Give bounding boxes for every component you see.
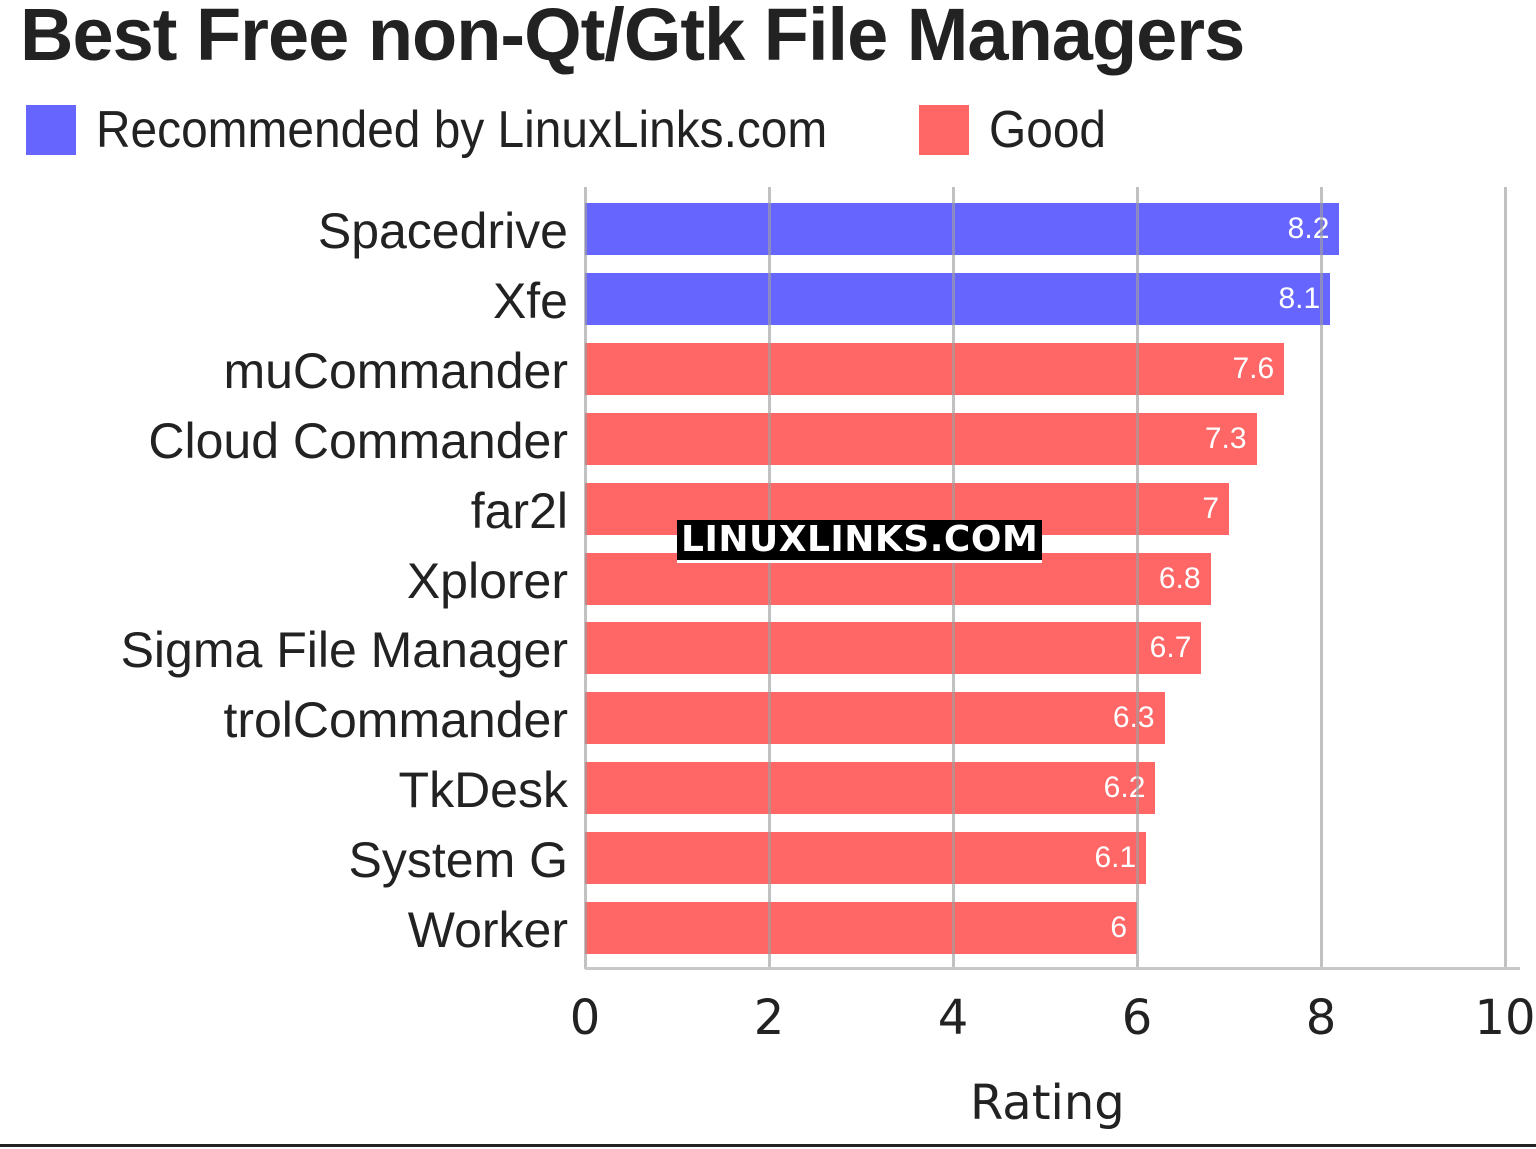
bar-value-label: 8.2 — [1287, 212, 1330, 245]
legend-label-good: Good — [988, 101, 1106, 159]
y-axis-category-label: TkDesk — [398, 762, 568, 819]
y-axis-category-label: muCommander — [223, 342, 568, 399]
x-tick-label: 0 — [569, 990, 601, 1046]
x-tick-label: 10 — [1474, 990, 1536, 1046]
gridline — [1320, 187, 1323, 969]
bar: 6.1 — [585, 832, 1147, 885]
y-axis-category-label: far2l — [470, 482, 568, 539]
y-axis-category-label: Spacedrive — [317, 203, 568, 259]
x-axis-line — [585, 967, 1520, 970]
gridline — [768, 187, 771, 969]
y-axis-category-label: Worker — [407, 902, 568, 958]
bar: 8.2 — [585, 203, 1340, 255]
gridline — [584, 187, 587, 969]
bar-value-label: 6.1 — [1094, 841, 1137, 875]
bar-value-label: 6.2 — [1103, 771, 1146, 805]
bar-value-label: 7.3 — [1204, 421, 1247, 455]
x-tick-label: 8 — [1305, 990, 1337, 1046]
bar-value-label: 6.7 — [1149, 631, 1192, 665]
x-tick-label: 6 — [1121, 990, 1153, 1046]
bar: 6.2 — [585, 762, 1156, 815]
bar: 7.3 — [585, 412, 1257, 465]
y-axis-category-label: Xfe — [492, 272, 568, 329]
bar: 6.7 — [585, 622, 1202, 675]
y-axis-category-label: Sigma File Manager — [120, 622, 568, 679]
gridline — [1504, 187, 1507, 969]
bar-value-label: 7 — [1202, 491, 1219, 525]
bar: 8.1 — [585, 272, 1331, 325]
legend-swatch-recommended — [26, 105, 76, 155]
bar: 6.3 — [585, 692, 1165, 745]
y-axis-category-label: trolCommander — [223, 692, 568, 749]
x-axis-label: Rating — [970, 1075, 1125, 1131]
y-axis-category-label: System G — [348, 832, 568, 889]
gridline — [952, 187, 955, 969]
chart-legend: Recommended by LinuxLinks.com Good — [26, 100, 1144, 160]
bar: 7.6 — [585, 342, 1285, 395]
bar: 6 — [585, 902, 1137, 954]
bar-value-label: 6.3 — [1112, 701, 1155, 735]
y-axis-category-label: Xplorer — [406, 552, 568, 609]
legend-swatch-good — [918, 105, 969, 155]
bar-value-label: 6.8 — [1158, 561, 1201, 595]
x-tick-label: 2 — [753, 990, 785, 1046]
bar-value-label: 6 — [1110, 911, 1127, 944]
watermark: LINUXLINKS.COM — [677, 520, 1043, 563]
bottom-divider — [0, 1144, 1536, 1147]
chart-title: Best Free non-Qt/Gtk File Managers — [20, 0, 1245, 76]
plot-area: 8.2 8.1 7.6 7.3 7 6.8 6.7 6.3 6.2 6.1 6 — [584, 187, 1507, 969]
y-axis-category-label: Cloud Commander — [148, 412, 568, 469]
x-tick-label: 4 — [937, 990, 969, 1046]
bar-value-label: 8.1 — [1278, 281, 1321, 315]
legend-label-recommended: Recommended by LinuxLinks.com — [96, 101, 828, 159]
gridline — [1136, 187, 1139, 969]
bar-value-label: 7.6 — [1232, 351, 1275, 385]
